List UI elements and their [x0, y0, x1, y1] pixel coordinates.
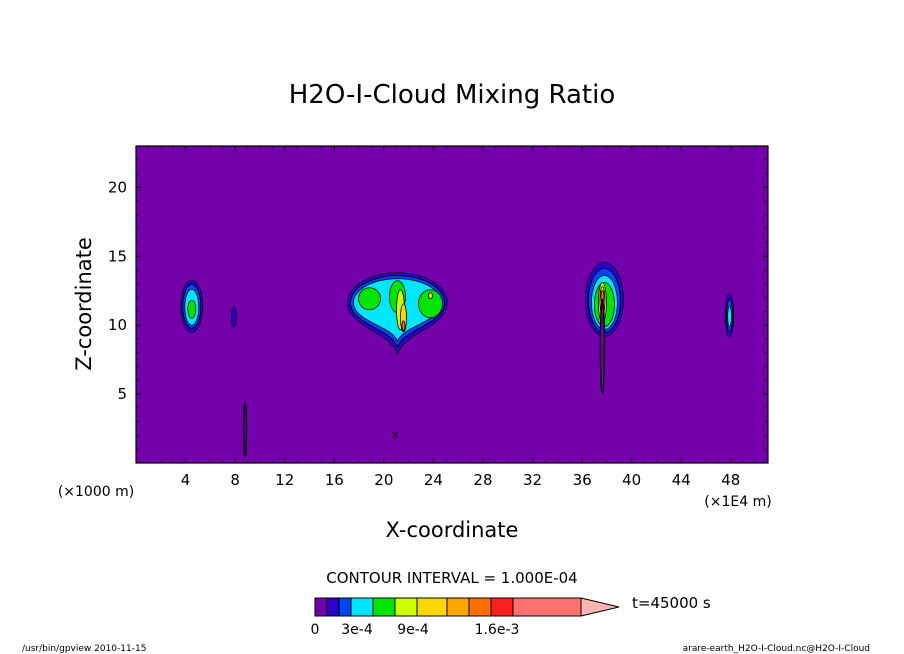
x-tick-label: 16: [325, 471, 344, 489]
x-axis-ticks: 4 8 12 16 20 24 28 32 36 40 44 48: [147, 146, 769, 489]
colorbar-segment: [350, 597, 374, 617]
contour-interval-label: CONTOUR INTERVAL = 1.000E-04: [326, 569, 577, 587]
cloud-features: [180, 262, 734, 458]
colorbar-segment: [446, 597, 470, 617]
cloud-feature-2: [242, 402, 248, 458]
annotation-mark: x: [392, 428, 399, 441]
colorbar-tick-label: 9e-4: [397, 622, 429, 638]
x-tick-label: 24: [424, 471, 443, 489]
colorbar-segment: [338, 597, 352, 617]
time-label: t=45000 s: [632, 594, 711, 612]
colorbar-segment: [372, 597, 396, 617]
contour-level: [727, 306, 732, 327]
colorbar-arrow: [580, 597, 620, 617]
contour-level: [599, 298, 606, 395]
contour-level: [358, 287, 381, 311]
colorbar-tick-label: 0: [311, 622, 320, 638]
contour-level: [428, 292, 433, 300]
x-tick-label: 44: [672, 471, 691, 489]
x-tick-label: 32: [523, 471, 542, 489]
footer-right: arare-earth_H2O-I-Cloud.nc@H2O-I-Cloud: [683, 644, 870, 654]
x-axis-label: X-coordinate: [386, 518, 519, 542]
x-tick-label: 20: [374, 471, 393, 489]
x-tick-label: 28: [473, 471, 492, 489]
cloud-feature-5: [725, 293, 734, 338]
colorbar-segment: [468, 597, 492, 617]
cloud-feature-3: [347, 272, 448, 355]
y-tick-label: 15: [108, 247, 127, 265]
y-tick-label: 20: [108, 178, 127, 196]
cloud-feature-1: [230, 306, 237, 328]
cloud-feature-0: [180, 279, 204, 333]
x-tick-label: 12: [275, 471, 294, 489]
colorbar-tick-labels: 0 3e-4 9e-4 1.6e-3: [311, 622, 520, 638]
colorbar-tick-label: 3e-4: [341, 622, 373, 638]
colorbar-segment: [394, 597, 418, 617]
colorbar-segment: [512, 597, 582, 617]
y-tick-label: 5: [117, 385, 127, 403]
x-unit-left: (×1000 m): [58, 484, 134, 500]
cloud-feature-4: [585, 262, 624, 395]
chart-title: H2O-I-Cloud Mixing Ratio: [289, 80, 616, 110]
x-unit-right: (×1E4 m): [704, 494, 771, 510]
plot-background: [135, 145, 769, 464]
x-tick-label: 8: [230, 471, 240, 489]
contour-level: [418, 289, 443, 319]
colorbar-segment: [326, 597, 340, 617]
x-tick-label: 40: [622, 471, 641, 489]
colorbar-tick-label: 1.6e-3: [475, 622, 520, 638]
y-tick-label: 10: [108, 316, 127, 334]
colorbar-segment: [490, 597, 514, 617]
y-axis-label: Z-coordinate: [72, 237, 96, 371]
contour-level: [187, 299, 197, 319]
contour-level: [242, 402, 248, 458]
footer-left: /usr/bin/gpview 2010-11-15: [22, 644, 146, 654]
contour-level: [230, 306, 237, 328]
x-tick-label: 36: [573, 471, 592, 489]
contour-level: [401, 320, 406, 332]
colorbar: [314, 597, 620, 617]
colorbar-segment: [416, 597, 448, 617]
colorbar-segment: [314, 597, 328, 617]
x-tick-label: 4: [181, 471, 191, 489]
x-tick-label: 48: [721, 471, 740, 489]
plot-area: x: [135, 145, 769, 464]
y-axis-ticks: 5 10 15 20: [108, 159, 768, 450]
